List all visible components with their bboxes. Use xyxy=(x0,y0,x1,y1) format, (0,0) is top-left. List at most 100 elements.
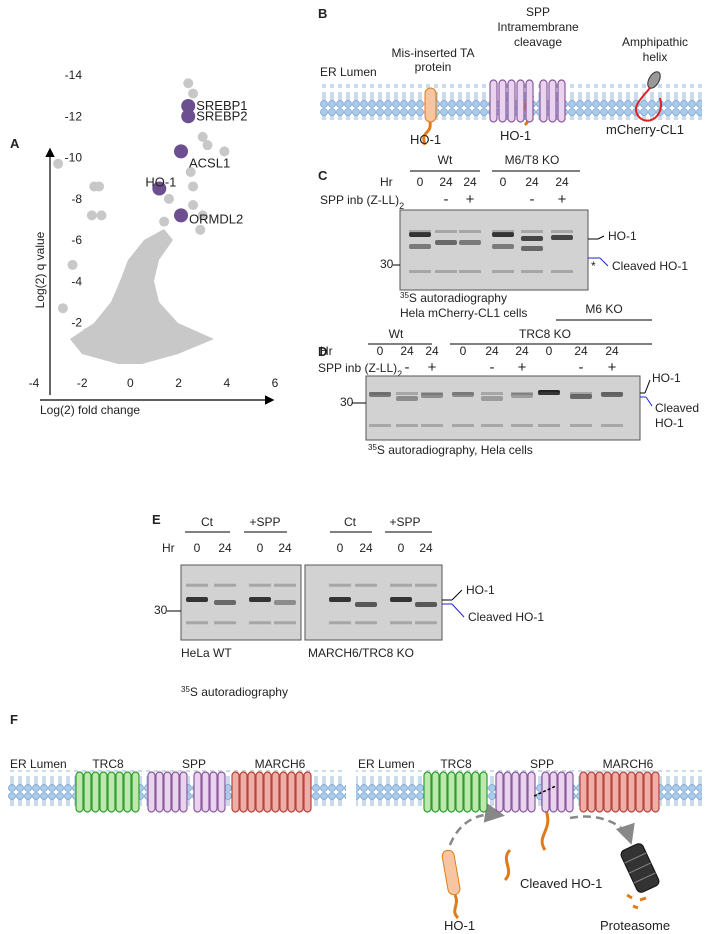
tm-helix xyxy=(511,771,520,813)
tm-helix xyxy=(239,771,248,813)
label: cleavage xyxy=(514,35,562,49)
label: - xyxy=(530,191,535,208)
label: 24 xyxy=(419,541,433,555)
inhibitor-text: SPP inb (Z-LL) xyxy=(318,361,397,375)
label: 0 xyxy=(194,541,201,555)
tm-helix xyxy=(507,79,516,123)
point xyxy=(159,216,170,227)
x-tick-label: 6 xyxy=(272,376,279,390)
panel-label: E xyxy=(152,512,161,527)
label: Intramembrane xyxy=(497,20,579,34)
label: - xyxy=(490,359,495,376)
tm-helix xyxy=(619,771,628,813)
tm-helix xyxy=(107,771,116,813)
label: MARCH6/TRC8 KO xyxy=(308,646,414,660)
rule xyxy=(451,603,465,618)
tm-helix xyxy=(455,771,464,813)
label: 24 xyxy=(400,344,414,358)
cleaved-piece xyxy=(503,848,512,882)
y-tick-label: -8 xyxy=(71,192,82,206)
tm-helix xyxy=(255,771,264,813)
tm-helix xyxy=(579,771,588,813)
label: 24 xyxy=(425,344,439,358)
label: Cleaved HO-1 xyxy=(520,876,602,891)
caption-text: S autoradiography, Hela cells xyxy=(377,443,533,457)
tm-helix xyxy=(548,79,557,123)
tm-helix xyxy=(115,771,124,813)
label: 24 xyxy=(515,344,529,358)
tm-helix xyxy=(303,771,312,813)
gel xyxy=(365,375,641,441)
label: 0 xyxy=(546,344,553,358)
label: SPP xyxy=(182,757,206,771)
tm-helix xyxy=(463,771,472,813)
label: HO-1 xyxy=(444,918,475,933)
point-label: ACSL1 xyxy=(189,155,230,170)
label: + xyxy=(466,191,475,208)
tm-helix xyxy=(603,771,612,813)
tm-helix xyxy=(163,771,172,813)
label: M6 KO xyxy=(585,302,622,316)
label: Mis-inserted TA xyxy=(392,46,475,60)
band xyxy=(355,621,377,625)
x-tick-label: 0 xyxy=(127,376,134,390)
y-tick-label: -6 xyxy=(71,233,82,247)
caption: 35S autoradiography xyxy=(181,685,288,700)
tm-helix xyxy=(489,79,498,123)
band xyxy=(435,230,457,233)
tm-helix xyxy=(541,771,550,813)
label: Cleaved xyxy=(655,401,699,415)
tm-helix xyxy=(627,771,636,813)
tm-helix xyxy=(539,79,548,123)
inhibitor-label: SPP inb (Z-LL)2 xyxy=(318,361,402,379)
tm-helix xyxy=(516,79,525,123)
tm-helix xyxy=(557,771,566,813)
label: mCherry-CL1 xyxy=(606,122,684,137)
band xyxy=(538,390,560,395)
label: 24 xyxy=(359,541,373,555)
band xyxy=(396,396,418,401)
x-tick-label: 2 xyxy=(175,376,182,390)
band xyxy=(415,602,437,607)
highlight-point xyxy=(174,144,189,159)
panel-label: C xyxy=(318,168,328,183)
label: Ct xyxy=(344,515,357,529)
label: 0 xyxy=(257,541,264,555)
tm-helix xyxy=(498,79,507,123)
y-tick-label: -10 xyxy=(65,151,83,165)
point xyxy=(202,140,213,151)
tm-helix xyxy=(495,771,504,813)
x-tick-label: -4 xyxy=(29,376,40,390)
label: + xyxy=(558,191,567,208)
tm-helix xyxy=(549,771,558,813)
er-lumen: ER Lumen xyxy=(358,757,415,771)
point xyxy=(197,210,208,221)
label: * xyxy=(591,259,596,273)
point xyxy=(86,210,97,221)
band xyxy=(452,392,474,397)
label: Hela mCherry-CL1 cells xyxy=(400,306,527,320)
band xyxy=(409,270,431,273)
label: HO-1 xyxy=(655,416,684,430)
label: Wt xyxy=(438,153,453,167)
label: protein xyxy=(415,60,452,74)
band xyxy=(601,392,623,395)
label: 0 xyxy=(398,541,405,555)
y-axis-label: Log(2) q value xyxy=(33,231,47,308)
point xyxy=(183,78,194,89)
band xyxy=(249,621,271,625)
point-label: HO-1 xyxy=(145,175,176,190)
label: 24 xyxy=(439,175,453,189)
caption-sup: 35 xyxy=(368,443,377,452)
tm-helix xyxy=(75,771,84,813)
tm-helix xyxy=(611,771,620,813)
label: TRC8 xyxy=(440,757,472,771)
tm-helix xyxy=(557,79,566,123)
label: - xyxy=(405,359,410,376)
inhibitor-sub: 2 xyxy=(397,369,402,379)
label: Hr xyxy=(380,175,393,189)
band xyxy=(601,392,623,397)
tm-helix xyxy=(193,771,202,813)
band xyxy=(186,583,208,587)
